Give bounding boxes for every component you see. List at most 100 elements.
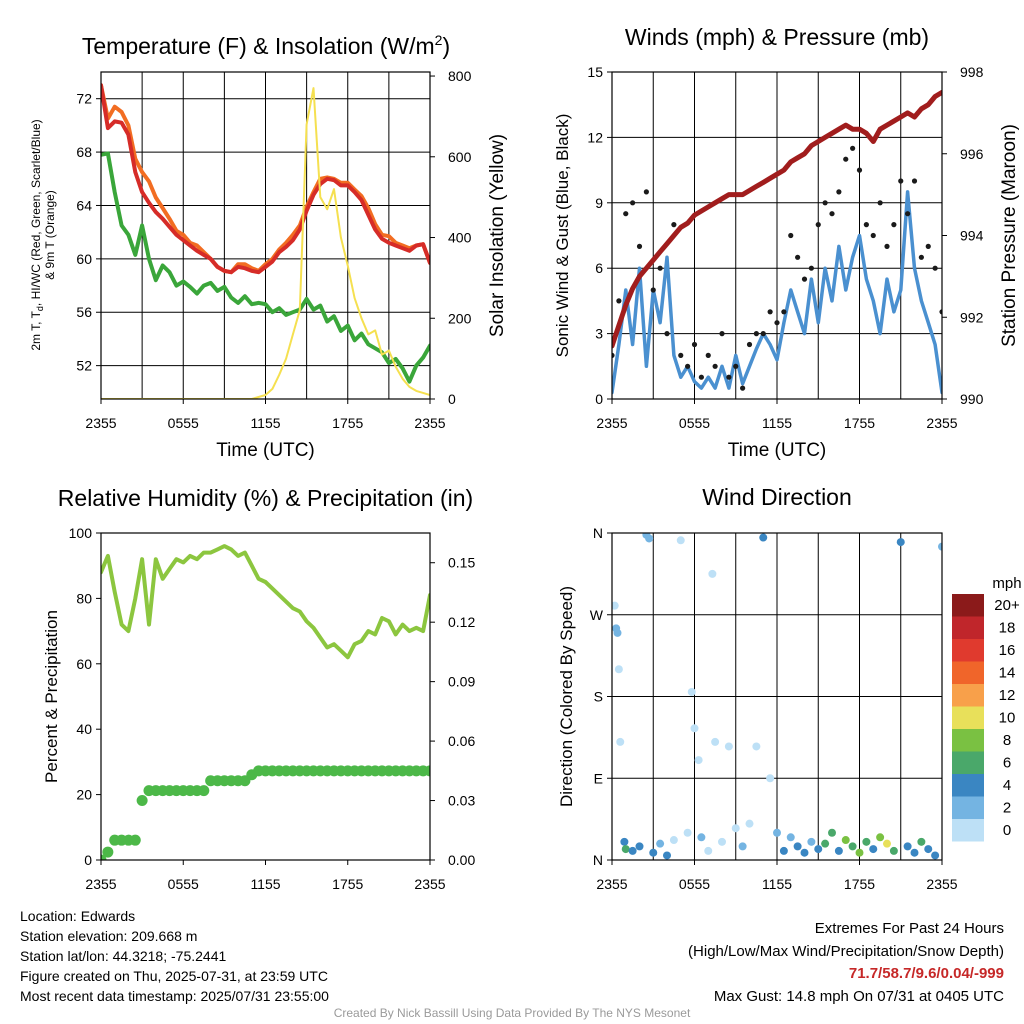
direction-point: [704, 846, 713, 855]
direction-point: [917, 837, 926, 846]
series-point: [877, 200, 883, 206]
y-tick-label: 0: [84, 852, 92, 868]
direction-point: [683, 828, 692, 837]
direction-point: [821, 839, 830, 848]
direction-point: [938, 542, 942, 551]
series-point: [801, 276, 808, 282]
figure-created: Figure created on Thu, 2025-07-31, at 23…: [20, 968, 328, 984]
y-tick-label: 12: [587, 129, 603, 145]
y-tick-label: 3: [595, 326, 603, 342]
series-point: [136, 795, 148, 807]
y-tick-label: 15: [587, 64, 603, 80]
series-point: [911, 178, 918, 184]
legend-swatch: [952, 796, 984, 819]
y-tick-label: N: [593, 852, 603, 868]
series-point: [616, 298, 622, 304]
direction-point: [645, 534, 654, 543]
x-tick-label: 1755: [332, 415, 363, 431]
y-axis-label: Direction (Colored By Speed): [557, 586, 576, 807]
direction-point: [889, 846, 898, 855]
legend-swatch: [952, 706, 984, 729]
direction-point: [669, 836, 678, 845]
x-tick-label: 1755: [844, 415, 875, 431]
y-tick-label: 60: [76, 656, 92, 672]
temperature-insolation-panel: Temperature (F) & Insolation (W/m2) 2m T…: [29, 32, 508, 461]
series-point: [856, 167, 863, 173]
y-tick-label: 100: [69, 525, 93, 541]
series-point: [925, 243, 931, 249]
x-tick-label: 1155: [762, 415, 792, 431]
y-tick-label: 64: [76, 197, 92, 213]
y-tick-label: 68: [76, 144, 92, 160]
direction-point: [834, 846, 843, 855]
direction-point: [620, 837, 629, 846]
series-point: [932, 265, 938, 271]
chart-title: Wind Direction: [702, 484, 852, 510]
direction-point: [786, 833, 795, 842]
series-point: [905, 211, 911, 217]
series-point: [808, 265, 814, 271]
x-tick-label: 2355: [414, 876, 445, 892]
right-y-tick-label: 0.15: [448, 555, 475, 571]
direction-point: [848, 842, 857, 851]
series-point: [719, 331, 725, 337]
legend-swatch: [952, 774, 984, 797]
series-point: [843, 156, 849, 162]
legend-label: 14: [999, 665, 1016, 682]
legend-label: 12: [999, 687, 1016, 704]
series-point: [891, 222, 897, 228]
series-point: [829, 211, 835, 217]
series-point: [705, 352, 711, 358]
x-tick-label: 1155: [762, 876, 792, 892]
series-point: [726, 374, 732, 380]
extremes-subtitle: (High/Low/Max Wind/Precipitation/Snow De…: [688, 942, 1004, 960]
series-line: [612, 89, 942, 349]
y-tick-label: W: [590, 607, 604, 623]
series-line: [101, 544, 430, 660]
right-y-axis-label: Station Pressure (Maroon): [999, 124, 1020, 347]
direction-point: [614, 665, 623, 674]
direction-point: [738, 842, 747, 851]
legend-swatch: [952, 616, 984, 639]
series-point: [650, 287, 656, 293]
station-info-block: Location: Edwards Station elevation: 209…: [20, 906, 329, 1006]
series-point: [863, 222, 869, 228]
series-point: [870, 232, 876, 239]
series-point: [815, 222, 821, 228]
series-point: [698, 374, 704, 380]
direction-point: [687, 687, 696, 696]
series-point: [678, 352, 684, 358]
x-tick-label: 2355: [596, 876, 627, 892]
direction-point: [924, 845, 933, 854]
series-point: [691, 341, 698, 348]
right-y-tick-label: 994: [960, 228, 984, 244]
plot-area: [612, 533, 942, 860]
series-point: [733, 363, 739, 369]
x-tick-label: 0555: [168, 415, 199, 431]
series-point: [671, 222, 677, 228]
direction-point: [855, 848, 864, 857]
plot-frame: [611, 71, 943, 400]
y-tick-label: N: [593, 525, 603, 541]
direction-point: [711, 737, 720, 746]
winds-pressure-panel: 0 3 6 9 12 15 990 992 994 996 998 2355 0555 1155 1755 2…: [553, 24, 1020, 461]
chart-title: Relative Humidity (%) & Precipitation (i…: [58, 485, 473, 511]
x-axis-label: Time (UTC): [216, 440, 315, 461]
y-tick-label: 9: [595, 195, 603, 211]
recent-data-timestamp: Most recent data timestamp: 2025/07/31 2…: [20, 988, 329, 1004]
y-axis-label: Percent & Precipitation: [42, 610, 61, 783]
direction-point: [773, 828, 781, 837]
x-tick-label: 2355: [414, 415, 445, 431]
legend-swatch: [952, 819, 984, 842]
direction-point: [656, 839, 665, 848]
x-tick-label: 1155: [250, 415, 280, 431]
series-point: [740, 385, 746, 391]
direction-point: [841, 836, 850, 845]
plot-area: [101, 544, 430, 860]
y-axis-label: Sonic Wind & Gust (Blue, Black): [553, 114, 572, 358]
direction-point: [694, 756, 703, 765]
series-line: [612, 190, 942, 395]
y-tick-label: 40: [76, 721, 92, 737]
right-y-axis-label: Solar Insolation (Yellow): [487, 134, 508, 337]
